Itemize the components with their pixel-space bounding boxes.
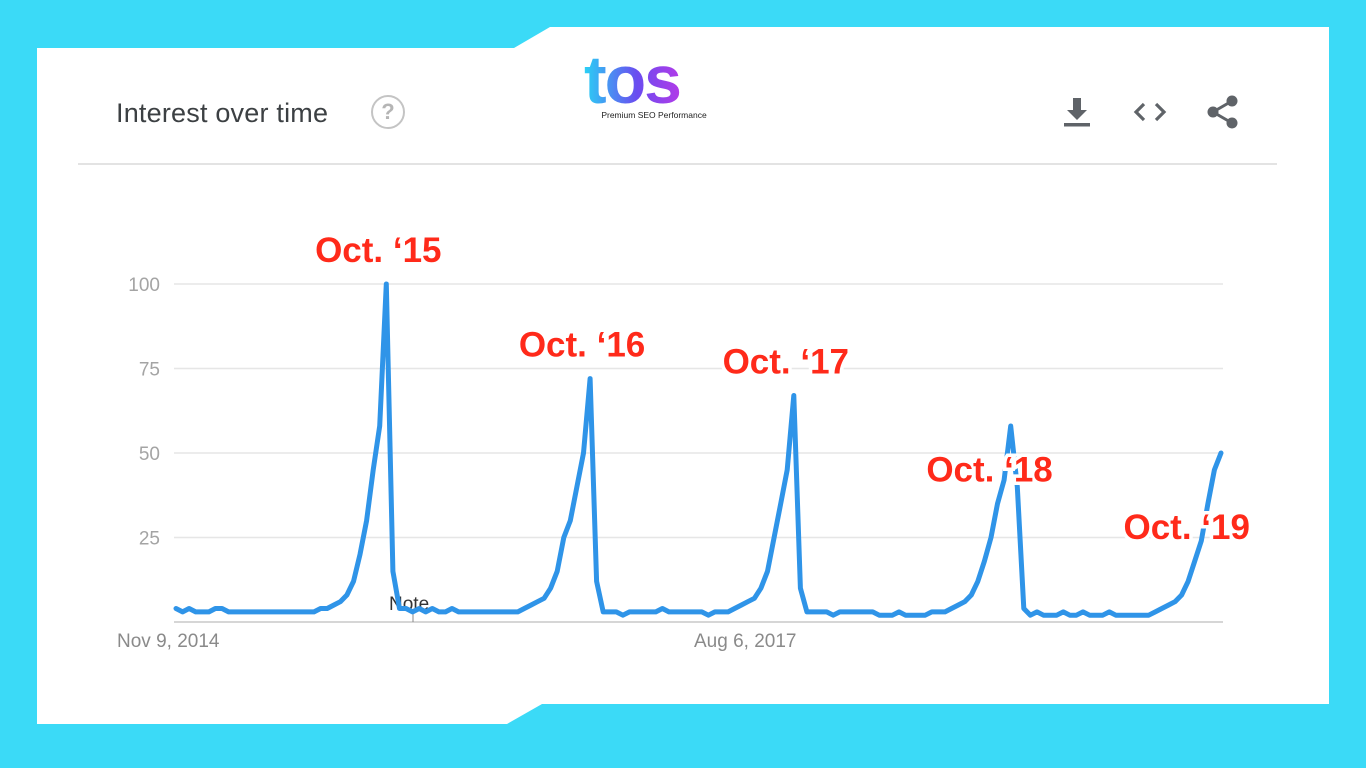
panel-title: Interest over time [116,98,329,128]
embed-code-icon[interactable] [1131,93,1169,131]
share-icon[interactable] [1204,93,1242,131]
svg-text:tos: tos [584,42,680,113]
help-circle-icon[interactable]: ? [371,95,405,129]
y-tick-label: 25 [139,529,160,550]
peak-annotation: Oct. ‘16 [519,326,645,365]
header-divider [78,163,1277,165]
y-tick-label: 50 [139,444,160,465]
logo-tagline: Premium SEO Performance [601,110,707,120]
peak-annotation: Oct. ‘17 [723,343,849,382]
x-tick-label: Aug 6, 2017 [694,631,796,652]
x-tick-label: Nov 9, 2014 [117,631,220,652]
y-tick-label: 75 [139,360,160,381]
tos-logo: tos Premium SEO Performance [582,33,732,125]
chart-card: tos Premium SEO Performance Interest ove… [37,27,1329,724]
download-icon[interactable] [1058,93,1096,131]
peak-annotation: Oct. ‘15 [315,231,441,270]
peak-annotation: Oct. ‘18 [926,451,1052,490]
peak-annotation: Oct. ‘19 [1123,508,1249,547]
series-line [173,281,1224,618]
y-tick-label: 100 [128,275,160,296]
